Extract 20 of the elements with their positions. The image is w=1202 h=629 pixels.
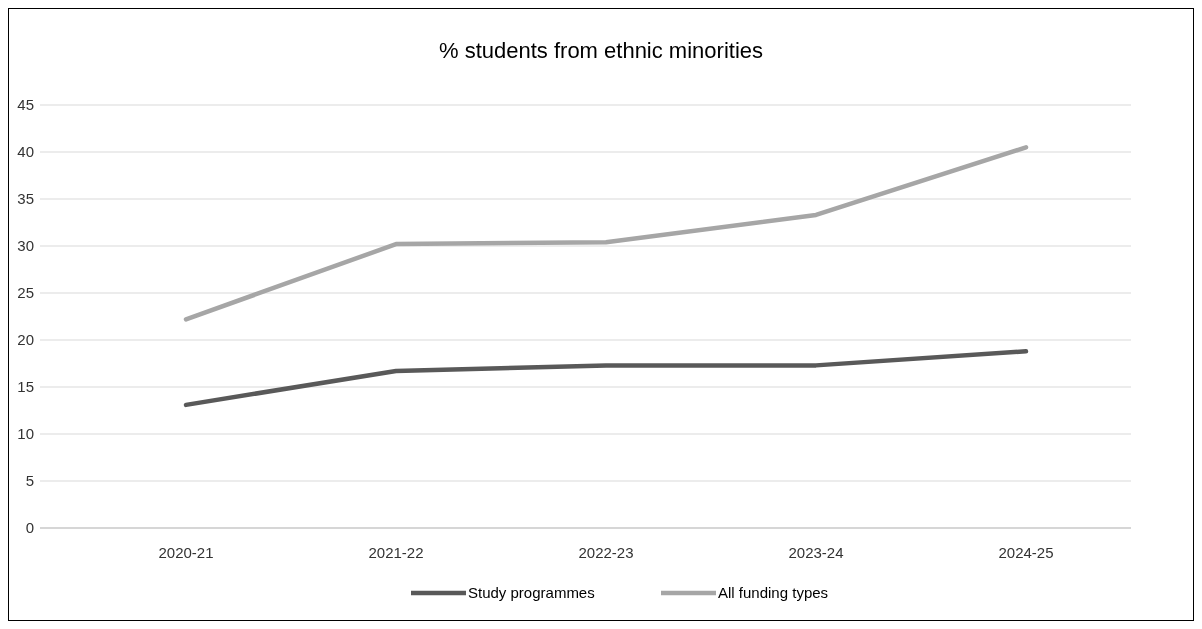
line-series bbox=[183, 349, 1029, 408]
line-series bbox=[183, 145, 1029, 322]
chart-title: % students from ethnic minorities bbox=[438, 38, 764, 63]
y-tick-label: 30 bbox=[17, 237, 34, 255]
x-tick-label: 2024-25 bbox=[998, 544, 1054, 561]
x-tick-label: 2022-23 bbox=[578, 544, 634, 561]
x-tick-label: 2023-24 bbox=[788, 544, 844, 561]
legend-label: All funding types bbox=[718, 584, 829, 602]
x-tick-label: 2021-22 bbox=[368, 544, 424, 561]
x-tick-label: 2020-21 bbox=[158, 544, 214, 561]
y-tick-label: 15 bbox=[17, 378, 34, 396]
legend-label: Study programmes bbox=[468, 584, 595, 602]
y-tick-label: 45 bbox=[17, 96, 34, 114]
y-tick-label: 5 bbox=[25, 472, 34, 490]
y-tick-label: 0 bbox=[25, 519, 34, 537]
y-tick-label: 10 bbox=[17, 425, 34, 443]
y-tick-label: 25 bbox=[17, 284, 34, 302]
y-tick-label: 40 bbox=[17, 143, 34, 161]
y-tick-label: 35 bbox=[17, 190, 34, 208]
y-tick-label: 20 bbox=[17, 331, 34, 349]
